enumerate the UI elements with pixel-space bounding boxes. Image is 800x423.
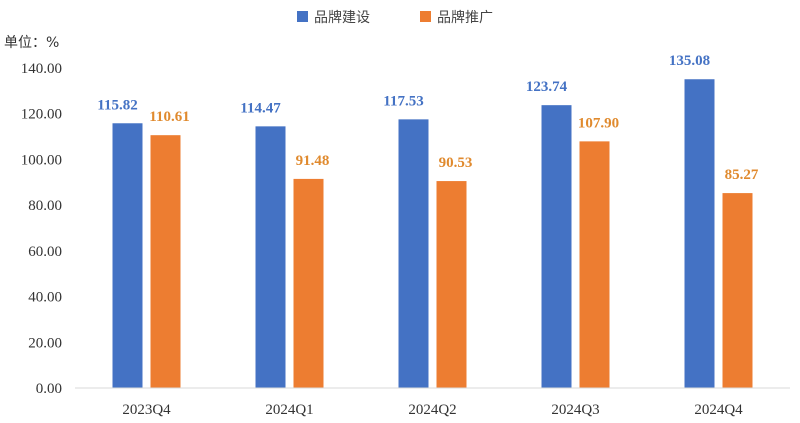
legend-swatch-brand-building [297,11,308,22]
unit-label: 单位：% [4,35,59,51]
y-tick-label: 0.00 [36,381,62,397]
y-tick-label: 140.00 [21,61,62,77]
data-label: 85.27 [725,167,759,183]
legend-label-brand-promotion: 品牌推广 [437,9,493,26]
x-tick-label: 2024Q3 [551,402,599,418]
y-tick-label: 100.00 [21,152,62,168]
bar-brand-promotion-2024Q3 [579,141,610,388]
bar-brand-building-2024Q2 [398,119,429,389]
bar-brand-promotion-2024Q1 [293,178,324,388]
bar-brand-building-2024Q1 [255,126,286,389]
bar-brand-promotion-2024Q4 [722,193,753,388]
bars [112,79,753,389]
data-label: 90.53 [439,155,473,171]
y-tick-label: 20.00 [28,335,62,351]
x-tick-label: 2023Q4 [122,402,171,418]
x-tick-label: 2024Q4 [694,402,743,418]
data-label: 110.61 [149,109,189,125]
y-tick-label: 80.00 [28,198,62,214]
bar-brand-promotion-2023Q4 [150,135,181,388]
x-tick-label: 2024Q2 [408,402,456,418]
bar-brand-building-2024Q4 [684,79,715,388]
data-label: 135.08 [669,53,710,69]
bar-brand-building-2023Q4 [112,123,143,389]
x-axis: 2023Q4 2024Q1 2024Q2 2024Q3 2024Q4 [75,387,790,418]
data-labels: 115.82 110.61 114.47 91.48 117.53 90.53 123.74… [97,53,759,183]
y-tick-label: 60.00 [28,244,62,260]
data-label: 114.47 [240,100,281,116]
legend-label-brand-building: 品牌建设 [314,9,370,26]
legend-swatch-brand-promotion [420,11,431,22]
data-label: 123.74 [526,79,568,95]
data-label: 117.53 [383,93,423,109]
bar-brand-promotion-2024Q2 [436,181,467,388]
legend: 品牌建设 品牌推广 [297,9,493,26]
data-label: 115.82 [97,97,137,113]
x-tick-label: 2024Q1 [265,402,313,418]
bar-brand-building-2024Q3 [541,105,572,388]
y-axis: 0.00 20.00 40.00 60.00 80.00 100.00 120.00 140.… [21,61,62,397]
y-tick-label: 40.00 [28,290,62,306]
data-label: 107.90 [578,115,619,131]
data-label: 91.48 [296,153,330,169]
y-tick-label: 120.00 [21,107,62,123]
